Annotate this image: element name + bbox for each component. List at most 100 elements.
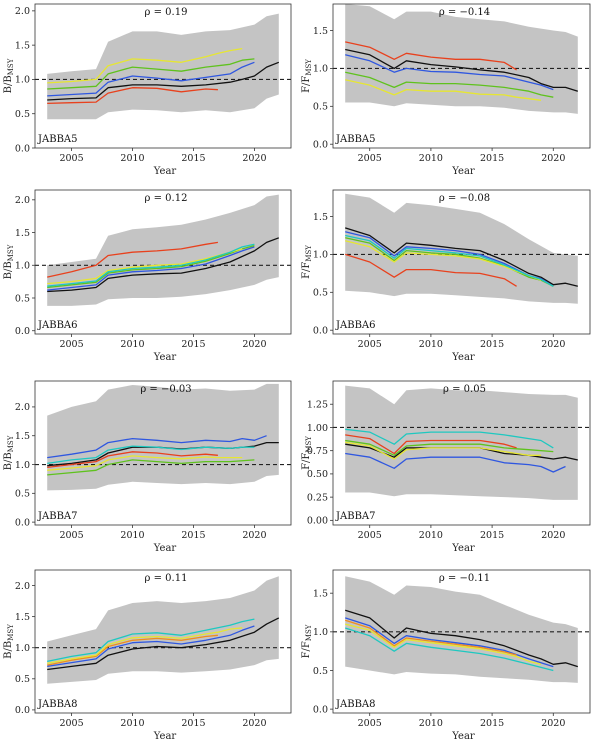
x-tick-label: 2010 [419, 153, 443, 164]
y-axis-label: B/BMSY [3, 435, 15, 470]
x-tick-label: 2020 [541, 339, 565, 350]
x-tick-label: 2010 [419, 530, 443, 541]
series-line-cyan [345, 234, 554, 287]
series-line-blue [47, 625, 255, 668]
series-line-orange [47, 634, 218, 666]
y-tick-label: 0.5 [15, 293, 30, 304]
chart-panel-5: 0.0 0.5 1.0 1.5 2.0 2005 2010 2015 2020 Year B/BMS… [3, 380, 292, 554]
series-line-green [345, 71, 554, 98]
confidence-band [345, 576, 578, 683]
x-tick-label: 2015 [181, 339, 205, 350]
x-tick-label: 2020 [541, 153, 565, 164]
plot-frame [332, 569, 591, 714]
y-axis-label-subscript: MSY [305, 59, 313, 76]
x-tick-label: 2005 [358, 339, 382, 350]
y-tick-label: 1.25 [307, 400, 328, 411]
y-axis-label-subscript: MSY [7, 624, 15, 641]
y-tick-label: 0.5 [15, 109, 30, 120]
chart-panel-8: 0.0 0.5 1.0 1.5 2005 2010 2015 2020 Year F/FMSY ρ … [301, 569, 591, 742]
rho-annotation: ρ = 0.11 [145, 573, 188, 584]
rho-annotation: ρ = −0.14 [439, 7, 490, 18]
y-tick-label: 0.5 [313, 102, 328, 113]
model-label: JABBA6 [37, 320, 78, 331]
y-tick-label: 1.5 [313, 588, 328, 599]
x-tick-label: 2020 [541, 718, 565, 729]
y-tick-label: 0.0 [313, 326, 328, 337]
y-axis-label-main: B/B [3, 75, 14, 93]
model-label: JABBA6 [335, 320, 376, 331]
series-line-green [345, 439, 554, 456]
x-tick-label: 2020 [242, 530, 266, 541]
x-tick-label: 2010 [120, 718, 144, 729]
y-axis-label-main: B/B [3, 261, 14, 279]
x-tick-label: 2005 [358, 153, 382, 164]
x-axis-label: Year [153, 166, 177, 177]
y-axis-label: F/FMSY [301, 436, 313, 470]
plot-frame [34, 569, 292, 714]
y-tick-label: 1.5 [15, 228, 30, 239]
y-tick-label: 2.0 [15, 6, 30, 17]
y-tick-label: 0.0 [15, 143, 30, 154]
series-line-black [47, 617, 280, 671]
y-tick-label: 1.0 [313, 250, 328, 261]
chart-panel-7: 0.0 0.5 1.0 1.5 2.0 2005 2010 2015 2020 Year B/BMS… [3, 569, 292, 742]
series-line-yellow [47, 455, 243, 471]
model-label: JABBA7 [37, 511, 78, 522]
y-axis-label-subscript: MSY [305, 436, 313, 453]
series-line-black [47, 61, 280, 101]
y-tick-label: 1.5 [15, 40, 30, 51]
y-tick-label: 0.0 [15, 326, 30, 337]
plot-frame [34, 3, 292, 149]
plot-frame [34, 380, 292, 526]
x-tick-label: 2005 [358, 530, 382, 541]
series-line-green [47, 459, 255, 476]
y-tick-label: 0.0 [15, 517, 30, 528]
rho-annotation: ρ = 0.12 [145, 193, 188, 204]
y-tick-label: 0.50 [307, 469, 328, 480]
x-tick-label: 2020 [242, 153, 266, 164]
y-tick-label: 0.5 [313, 666, 328, 677]
series-line-black [345, 227, 578, 287]
series-line-blue [47, 435, 267, 459]
series-line-green [345, 237, 554, 287]
x-tick-label: 2010 [419, 339, 443, 350]
y-axis-label-subscript: MSY [7, 435, 15, 452]
y-axis-label-main: F/F [301, 262, 312, 279]
model-label: JABBA8 [37, 699, 78, 710]
y-tick-label: 1.0 [15, 643, 30, 654]
y-tick-label: 0.5 [313, 288, 328, 299]
y-tick-label: 0.75 [307, 446, 328, 457]
x-tick-label: 2015 [480, 718, 504, 729]
chart-panel-3: 0.0 0.5 1.0 1.5 2.0 2005 2010 2015 2020 Year B/BMS… [3, 189, 292, 363]
x-axis-label: Year [153, 352, 177, 363]
series-line-red [345, 253, 517, 287]
x-tick-label: 2010 [120, 339, 144, 350]
y-tick-label: 1.0 [15, 460, 30, 471]
series-line-black [47, 237, 280, 293]
x-tick-label: 2015 [181, 153, 205, 164]
x-tick-label: 2015 [480, 530, 504, 541]
series-line-cyan [47, 243, 255, 287]
series-line-yellow [345, 441, 541, 460]
y-tick-label: 2.0 [15, 402, 30, 413]
y-tick-label: 0.0 [15, 705, 30, 716]
series-line-red [47, 451, 218, 469]
y-tick-label: 1.0 [313, 627, 328, 638]
confidence-band [47, 13, 279, 120]
confidence-band [345, 385, 578, 500]
y-axis-label-subscript: MSY [305, 624, 313, 641]
x-tick-label: 2010 [120, 153, 144, 164]
y-axis-label-main: F/F [301, 641, 312, 658]
x-tick-label: 2020 [242, 718, 266, 729]
y-tick-label: 1.0 [15, 261, 30, 272]
series-line-cyan [47, 445, 255, 465]
y-tick-label: 0.0 [313, 704, 328, 715]
model-label: JABBA7 [335, 511, 376, 522]
series-line-red [47, 241, 219, 278]
y-tick-label: 1.0 [313, 64, 328, 75]
rho-annotation: ρ = 0.05 [443, 384, 486, 395]
series-line-yellow [47, 627, 243, 664]
series-line-red [345, 41, 517, 71]
chart-panel-4: 0.0 0.5 1.0 1.5 2005 2010 2015 2020 Year F/FMSY ρ … [301, 189, 591, 363]
